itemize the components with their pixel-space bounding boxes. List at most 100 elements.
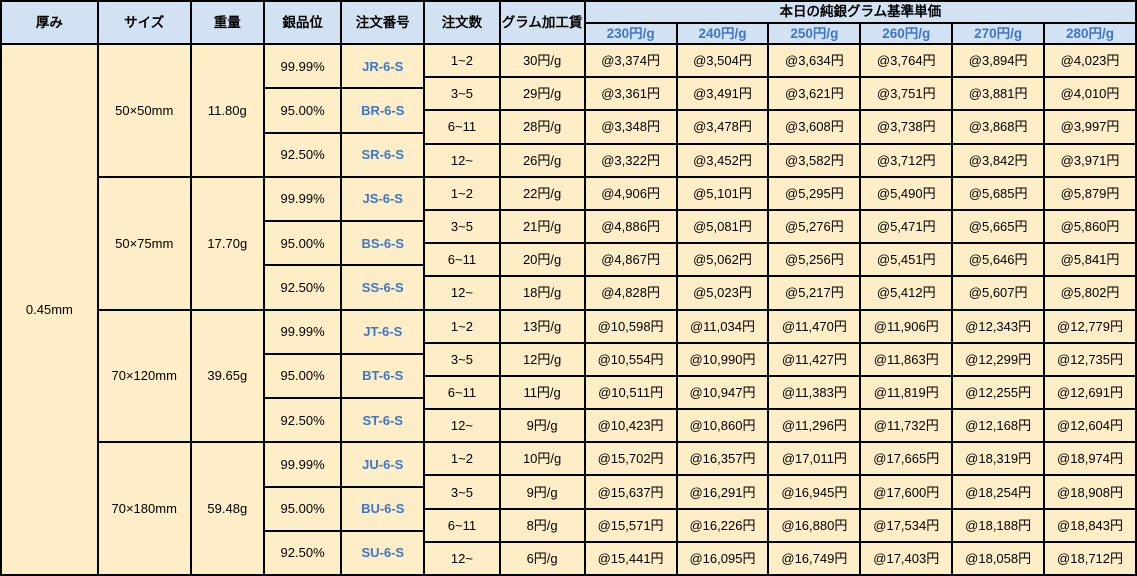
price-cell: @4,906円 xyxy=(585,177,676,209)
price-cell: @11,906円 xyxy=(861,310,952,342)
price-cell: @12,779円 xyxy=(1045,310,1135,342)
price-cell: @16,226円 xyxy=(677,509,768,541)
price-cell: @18,188円 xyxy=(953,509,1044,541)
purity-cell: 95.00% xyxy=(264,354,341,397)
order-no-cell: JS-6-S xyxy=(342,177,424,220)
price-cell: @3,881円 xyxy=(953,78,1044,110)
weight-cell: 59.48g xyxy=(191,443,263,574)
price-cell: @5,860円 xyxy=(1045,210,1135,243)
qty-cell: 3~5 xyxy=(425,210,499,243)
purity-cell: 92.50% xyxy=(264,266,341,309)
order-no-cell: SU-6-S xyxy=(342,531,424,574)
price-cell: @5,490円 xyxy=(861,177,952,209)
weight-cell: 11.80g xyxy=(191,45,263,176)
order-no-cell: JT-6-S xyxy=(342,310,424,353)
price-cell: @11,819円 xyxy=(861,376,952,409)
price-cell: @12,255円 xyxy=(953,376,1044,409)
qty-cell: 12~ xyxy=(425,277,499,309)
price-cell: @18,058円 xyxy=(953,542,1044,574)
price-cell: @5,451円 xyxy=(861,244,952,276)
price-cell: @3,738円 xyxy=(861,111,952,143)
price-cell: @12,735円 xyxy=(1045,343,1135,375)
fee-cell: 9円/g xyxy=(500,476,584,508)
price-cell: @18,908円 xyxy=(1045,476,1135,508)
price-cell: @3,452円 xyxy=(677,144,768,176)
price-cell: @16,291円 xyxy=(677,476,768,508)
purity-cell: 95.00% xyxy=(264,487,341,530)
qty-cell: 6~11 xyxy=(425,244,499,276)
header-size: サイズ xyxy=(98,2,190,43)
price-cell: @11,470円 xyxy=(769,310,860,342)
purity-cell: 92.50% xyxy=(264,531,341,574)
price-cell: @16,880円 xyxy=(769,509,860,541)
price-cell: @12,343円 xyxy=(953,310,1044,342)
header-price-col-3: 260円/g xyxy=(861,24,952,43)
price-cell: @5,879円 xyxy=(1045,177,1135,209)
qty-cell: 1~2 xyxy=(425,45,499,77)
price-cell: @12,691円 xyxy=(1045,376,1135,409)
price-cell: @12,168円 xyxy=(953,410,1044,442)
qty-cell: 6~11 xyxy=(425,111,499,143)
price-cell: @5,685円 xyxy=(953,177,1044,209)
qty-cell: 12~ xyxy=(425,542,499,574)
order-no-cell: SR-6-S xyxy=(342,133,424,176)
header-price-col-0: 230円/g xyxy=(585,24,676,43)
price-cell: @3,608円 xyxy=(769,111,860,143)
price-cell: @5,062円 xyxy=(677,244,768,276)
fee-cell: 26円/g xyxy=(500,144,584,176)
order-no-cell: BT-6-S xyxy=(342,354,424,397)
weight-cell: 17.70g xyxy=(191,177,263,309)
header-order-no: 注文番号 xyxy=(342,2,424,43)
purity-cell: 95.00% xyxy=(264,222,341,265)
fee-cell: 13円/g xyxy=(500,310,584,342)
header-purity: 銀品位 xyxy=(264,2,341,43)
purity-cell: 99.99% xyxy=(264,177,341,220)
qty-cell: 3~5 xyxy=(425,343,499,375)
fee-cell: 11円/g xyxy=(500,376,584,409)
purity-cell: 92.50% xyxy=(264,133,341,176)
order-no-cell: BU-6-S xyxy=(342,487,424,530)
price-cell: @4,023円 xyxy=(1045,45,1135,77)
qty-cell: 3~5 xyxy=(425,476,499,508)
price-cell: @3,712円 xyxy=(861,144,952,176)
qty-cell: 1~2 xyxy=(425,443,499,475)
order-no-cell: JR-6-S xyxy=(342,45,424,88)
price-cell: @5,256円 xyxy=(769,244,860,276)
price-cell: @4,010円 xyxy=(1045,78,1135,110)
price-cell: @11,383円 xyxy=(769,376,860,409)
price-cell: @15,702円 xyxy=(585,443,676,475)
price-cell: @3,582円 xyxy=(769,144,860,176)
price-cell: @3,491円 xyxy=(677,78,768,110)
purity-cell: 95.00% xyxy=(264,89,341,132)
price-cell: @3,361円 xyxy=(585,78,676,110)
price-cell: @18,319円 xyxy=(953,443,1044,475)
price-cell: @3,894円 xyxy=(953,45,1044,77)
price-cell: @3,842円 xyxy=(953,144,1044,176)
qty-cell: 1~2 xyxy=(425,177,499,209)
header-thickness: 厚み xyxy=(2,2,97,43)
price-cell: @15,637円 xyxy=(585,476,676,508)
price-cell: @11,034円 xyxy=(677,310,768,342)
price-cell: @11,863円 xyxy=(861,343,952,375)
qty-cell: 1~2 xyxy=(425,310,499,342)
price-cell: @18,254円 xyxy=(953,476,1044,508)
order-no-cell: JU-6-S xyxy=(342,443,424,486)
order-no-cell: SS-6-S xyxy=(342,266,424,309)
price-cell: @5,607円 xyxy=(953,277,1044,309)
qty-cell: 3~5 xyxy=(425,78,499,110)
order-no-cell: ST-6-S xyxy=(342,399,424,442)
qty-cell: 12~ xyxy=(425,144,499,176)
size-cell: 70×120mm xyxy=(98,310,190,442)
price-cell: @5,295円 xyxy=(769,177,860,209)
price-cell: @17,011円 xyxy=(769,443,860,475)
header-price-col-4: 270円/g xyxy=(953,24,1044,43)
qty-cell: 6~11 xyxy=(425,509,499,541)
price-cell: @5,101円 xyxy=(677,177,768,209)
price-cell: @3,868円 xyxy=(953,111,1044,143)
fee-cell: 21円/g xyxy=(500,210,584,243)
header-price-group: 本日の純銀グラム基準単価 xyxy=(585,2,1135,22)
price-cell: @16,095円 xyxy=(677,542,768,574)
price-cell: @10,423円 xyxy=(585,410,676,442)
price-cell: @3,997円 xyxy=(1045,111,1135,143)
fee-cell: 29円/g xyxy=(500,78,584,110)
